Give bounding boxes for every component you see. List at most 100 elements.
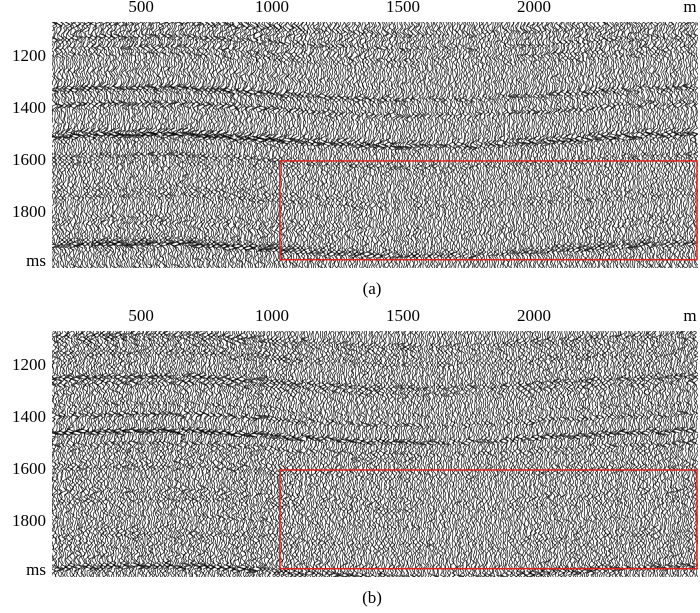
trace: [684, 22, 695, 268]
trace: [590, 331, 599, 577]
trace: [159, 331, 170, 577]
trace: [198, 331, 210, 577]
trace: [278, 22, 289, 268]
trace: [622, 22, 631, 268]
trace: [261, 22, 274, 268]
trace: [486, 22, 494, 268]
trace: [512, 22, 521, 268]
trace: [665, 22, 675, 268]
trace: [320, 331, 330, 577]
trace: [293, 331, 305, 577]
trace: [453, 22, 462, 268]
trace: [81, 22, 93, 268]
trace: [92, 22, 103, 268]
trace: [108, 22, 120, 268]
trace: [446, 22, 454, 268]
trace: [428, 22, 436, 268]
trace: [134, 22, 146, 268]
trace: [625, 331, 635, 577]
trace: [163, 22, 175, 268]
trace: [68, 331, 79, 577]
trace: [489, 331, 496, 577]
trace: [171, 331, 181, 577]
trace: [581, 22, 591, 268]
trace: [214, 331, 224, 577]
trace: [117, 22, 128, 268]
trace: [360, 331, 369, 577]
trace: [424, 22, 432, 268]
trace: [116, 331, 127, 577]
trace: [406, 331, 415, 577]
trace: [104, 331, 114, 577]
trace: [123, 331, 134, 577]
trace: [315, 22, 325, 268]
trace: [246, 22, 258, 268]
trace: [331, 22, 341, 268]
trace: [222, 331, 234, 577]
trace: [640, 22, 651, 268]
trace: [328, 22, 339, 268]
trace: [620, 331, 631, 577]
trace: [316, 331, 324, 577]
trace: [520, 22, 531, 268]
trace: [80, 331, 91, 577]
x-tick-label: 1000: [255, 0, 289, 16]
trace: [101, 22, 113, 268]
trace: [264, 22, 276, 268]
trace: [558, 331, 568, 577]
trace: [551, 22, 562, 268]
trace: [466, 22, 474, 268]
trace: [339, 331, 350, 577]
trace: [600, 22, 610, 268]
trace: [347, 331, 356, 577]
trace: [628, 331, 637, 577]
trace: [551, 331, 559, 577]
trace: [538, 331, 546, 577]
trace: [475, 331, 482, 577]
trace: [557, 22, 568, 268]
trace: [70, 22, 82, 268]
trace: [399, 22, 409, 268]
trace: [174, 22, 185, 268]
x-tick-label: 1500: [386, 306, 420, 325]
y-tick-label: 1800: [12, 202, 46, 221]
trace: [185, 331, 195, 577]
trace: [234, 22, 245, 268]
trace: [547, 22, 556, 268]
trace: [379, 22, 389, 268]
trace: [241, 331, 253, 577]
trace: [174, 331, 185, 577]
trace: [143, 22, 155, 268]
trace: [195, 331, 205, 577]
trace: [146, 22, 157, 268]
trace: [450, 22, 458, 268]
trace: [670, 22, 679, 268]
trace: [129, 22, 141, 268]
trace: [302, 331, 312, 577]
trace: [618, 331, 630, 577]
trace: [517, 22, 528, 268]
trace: [564, 22, 575, 268]
trace: [380, 331, 389, 577]
trace: [138, 22, 150, 268]
trace: [650, 22, 659, 268]
trace: [390, 331, 399, 577]
trace: [224, 22, 237, 268]
trace: [238, 331, 250, 577]
trace: [462, 331, 469, 577]
caption: (b): [362, 588, 382, 607]
trace: [503, 22, 512, 268]
trace: [274, 22, 286, 268]
trace: [534, 331, 543, 577]
trace: [601, 331, 610, 577]
trace: [112, 22, 124, 268]
trace: [577, 22, 588, 268]
trace: [196, 22, 208, 268]
trace: [646, 331, 656, 577]
trace: [248, 331, 259, 577]
trace: [385, 22, 396, 268]
trace: [683, 22, 692, 268]
trace: [428, 331, 437, 577]
trace: [132, 331, 144, 577]
x-tick-label: 2000: [517, 0, 551, 16]
